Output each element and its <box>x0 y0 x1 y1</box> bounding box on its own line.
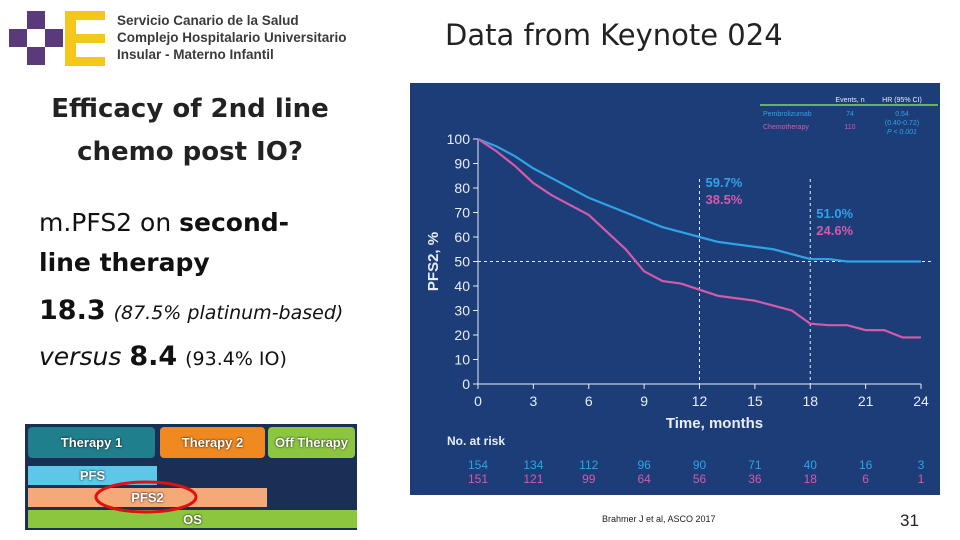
logo-line: Complejo Hospitalario Universitario <box>117 30 347 45</box>
x-tick-label: 12 <box>692 393 708 409</box>
at-risk-count: 36 <box>748 472 762 486</box>
annotation-label: 38.5% <box>706 192 743 207</box>
result-prefix: versus <box>39 342 122 371</box>
therapy-diagram: Therapy 1 Therapy 2 Off Therapy PFS PFS2… <box>25 424 357 530</box>
at-risk-count: 151 <box>468 472 488 486</box>
at-risk-count: 71 <box>748 458 762 472</box>
endpoint-bar: PFS2 <box>28 488 267 507</box>
survival-curve <box>477 137 921 263</box>
x-tick-label: 24 <box>913 393 929 409</box>
at-risk-count: 134 <box>523 458 543 472</box>
at-risk-count: 16 <box>859 458 873 472</box>
x-tick-label: 6 <box>585 393 593 409</box>
legend-hr: 0.54 <box>895 111 909 118</box>
logo-text: Servicio Canario de la Salud Complejo Ho… <box>117 12 347 63</box>
page-number: 31 <box>900 511 919 530</box>
result-note: (93.4% IO) <box>185 348 287 370</box>
subtitle-bold: second-line therapy <box>39 208 290 277</box>
x-tick-label: 3 <box>529 393 537 409</box>
subtitle-text: m.PFS2 on <box>39 208 172 237</box>
at-risk-count: 18 <box>804 472 818 486</box>
at-risk-count: 1 <box>918 472 925 486</box>
at-risk-count: 3 <box>918 458 925 472</box>
legend-events: 110 <box>844 124 855 131</box>
y-tick-label: 10 <box>454 352 470 368</box>
y-tick-label: 90 <box>454 156 470 172</box>
x-tick-label: 0 <box>474 393 482 409</box>
endpoint-bar: PFS <box>28 466 157 485</box>
legend-header: HR (95% CI) <box>882 97 922 104</box>
y-axis-label: PFS2, % <box>425 232 442 291</box>
legend-name: Chemotherapy <box>763 124 809 131</box>
legend-header: Events, n <box>835 97 864 104</box>
legend-events: 74 <box>846 111 854 118</box>
at-risk-count: 112 <box>579 458 598 472</box>
x-tick-label: 9 <box>640 393 648 409</box>
result-value: 8.4 <box>129 341 178 372</box>
at-risk-count: 99 <box>582 472 596 486</box>
source-title: Data from Keynote 024 <box>445 18 783 52</box>
at-risk-count: 6 <box>862 472 869 486</box>
legend-name: Pembrolizumab <box>763 111 812 118</box>
y-tick-label: 60 <box>454 229 470 245</box>
at-risk-title: No. at risk <box>447 434 505 448</box>
result: 18.3 (87.5% platinum-based) <box>39 295 343 329</box>
at-risk-count: 96 <box>637 458 651 472</box>
x-tick-label: 21 <box>858 393 874 409</box>
at-risk-count: 40 <box>804 458 818 472</box>
subtitle: m.PFS2 on second-line therapy <box>39 203 339 283</box>
legend-ci: (0.40-0.72) <box>885 120 919 127</box>
highlight <box>94 480 198 514</box>
at-risk-count: 121 <box>523 472 543 486</box>
y-tick-label: 80 <box>454 180 470 196</box>
y-tick-label: 20 <box>454 327 470 343</box>
phase-box: Therapy 1 <box>28 427 155 458</box>
at-risk-count: 154 <box>468 458 488 472</box>
x-tick-label: 15 <box>747 393 763 409</box>
result-note: (87.5% platinum-based) <box>113 302 344 324</box>
logo-line: Servicio Canario de la Salud <box>117 13 299 28</box>
slide-title: Efficacy of 2nd line chemo post IO? <box>51 94 329 167</box>
y-tick-label: 70 <box>454 205 470 221</box>
y-tick-label: 40 <box>454 278 470 294</box>
at-risk-count: 56 <box>693 472 707 486</box>
y-tick-label: 0 <box>462 376 470 392</box>
legend-p: P < 0.001 <box>887 129 917 136</box>
phase-box: Off Therapy <box>268 427 355 458</box>
y-tick-label: 50 <box>454 254 470 270</box>
x-tick-label: 18 <box>802 393 818 409</box>
phase-box: Therapy 2 <box>160 427 265 458</box>
annotation-label: 51.0% <box>816 206 853 221</box>
logo-mark <box>9 11 105 66</box>
x-axis-label: Time, months <box>666 415 763 432</box>
y-tick-label: 30 <box>454 303 470 319</box>
result-value: 18.3 <box>39 295 106 326</box>
at-risk-count: 64 <box>637 472 651 486</box>
result: versus 8.4 (93.4% IO) <box>39 341 287 375</box>
citation: Brahmer J et al, ASCO 2017 <box>602 514 716 524</box>
annotation-label: 24.6% <box>816 223 853 238</box>
y-tick-label: 100 <box>447 131 471 147</box>
at-risk-count: 90 <box>693 458 707 472</box>
annotation-label: 59.7% <box>706 175 743 190</box>
endpoint-bar: OS <box>28 510 357 528</box>
logo-line: Insular - Materno Infantil <box>117 47 274 62</box>
survival-curve <box>477 138 921 339</box>
